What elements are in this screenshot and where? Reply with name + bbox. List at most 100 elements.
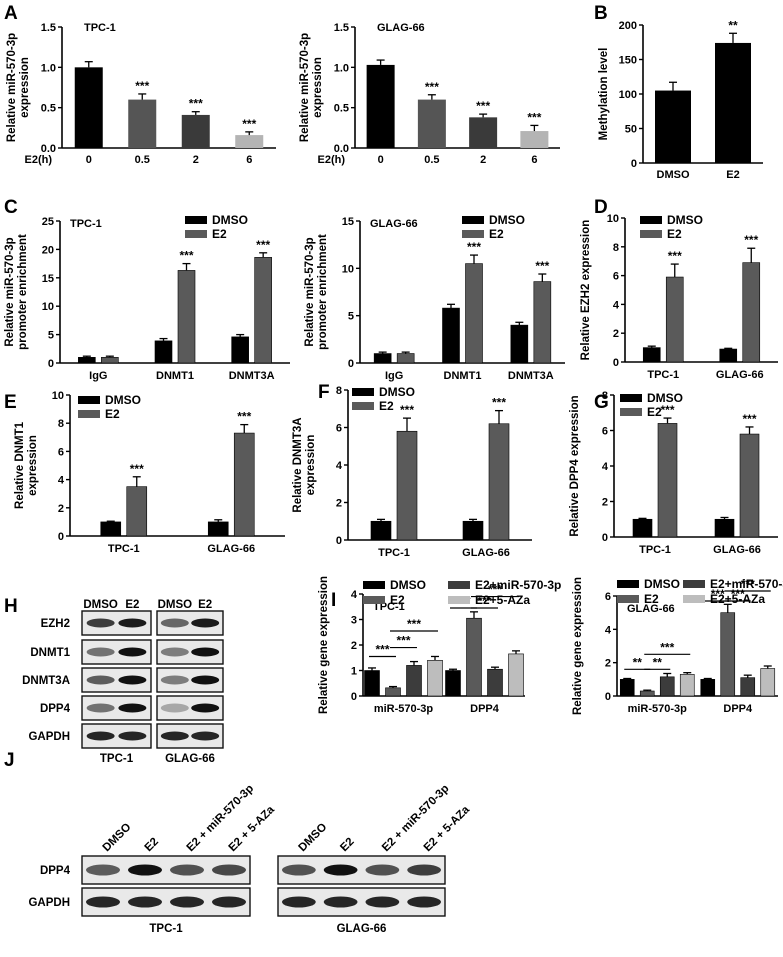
chart-A1-bar — [74, 67, 103, 148]
chart-B-y-tick-label: 50 — [625, 124, 637, 136]
chart-I1-x-tick-label: DPP4 — [470, 703, 500, 715]
chart-F-legend-label: DMSO — [379, 385, 415, 399]
chart-I2-legend-label: DMSO — [644, 577, 680, 591]
chart-D-legend-swatch — [640, 230, 662, 238]
chart-A1-sig-label: *** — [189, 97, 203, 111]
western-H-band — [160, 731, 189, 741]
chart-C2-y-tick-label: 10 — [342, 263, 354, 275]
chart-C1-y-tick-label: 20 — [42, 244, 54, 256]
western-J-band — [407, 896, 441, 908]
western-H-cell-label: GLAG-66 — [165, 753, 215, 765]
western-H-band — [191, 703, 220, 713]
chart-D-legend-swatch — [640, 216, 662, 224]
chart-G-bars: *** TPC-1 *** GLAG-66 — [632, 403, 761, 556]
chart-C1-y-axis-label: promoter enrichment — [17, 234, 29, 350]
chart-B-y-tick-label: 150 — [619, 55, 637, 67]
western-J-band — [86, 864, 120, 876]
chart-I2-x-tick-label: miR-570-3p — [628, 703, 688, 715]
panel-letter-D: D — [594, 197, 608, 218]
chart-G-legend-swatch — [620, 394, 642, 402]
western-H-band — [160, 647, 189, 657]
chart-C2-x-tick-label: DNMT1 — [444, 370, 482, 382]
chart-F-legend-swatch — [352, 402, 374, 410]
western-H-band — [160, 675, 189, 685]
chart-B-x-tick-label: DMSO — [657, 169, 690, 181]
western-J-band — [212, 864, 246, 876]
chart-C1-y-axis-label: Relative miR-570-3p — [4, 237, 16, 346]
western-J-band — [128, 896, 162, 908]
chart-I1-bar — [466, 617, 482, 697]
chart-A1-y-tick-label: 1.5 — [41, 22, 56, 34]
chart-C1-y-tick-label: 10 — [42, 301, 54, 313]
chart-I1-bar — [385, 687, 401, 697]
chart-I1-legend-swatch — [363, 581, 385, 589]
chart-B-y-tick-label: 100 — [619, 89, 637, 101]
chart-C1-bar — [254, 257, 272, 364]
chart-A1-bar — [128, 99, 157, 148]
chart-D-y-tick-label: 4 — [613, 299, 620, 311]
chart-B-y-tick-label: 200 — [619, 20, 637, 32]
chart-I2-legend-swatch — [683, 580, 705, 588]
western-J-band — [212, 896, 246, 908]
chart-B-axes: 0 50 100 150 200 Methylation level — [598, 20, 763, 170]
chart-C1-legend-label: DMSO — [212, 213, 248, 227]
western-H-column-label: DMSO — [83, 599, 118, 611]
chart-C1-bar — [154, 340, 173, 364]
chart-I1-legend-label: E2+miR-570-3p — [475, 578, 561, 592]
chart-F-bar — [488, 423, 510, 541]
chart-A2-x-tick-label: 0.5 — [424, 154, 439, 166]
chart-D-legend-label: DMSO — [667, 213, 703, 227]
chart-D-x-tick-label: GLAG-66 — [716, 369, 764, 381]
western-H-band — [160, 618, 189, 628]
chart-I1-y-tick-label: 1 — [351, 666, 357, 678]
chart-F-legend-swatch — [352, 388, 374, 396]
chart-G-legend-swatch — [620, 408, 642, 416]
chart-I2-sig-label: *** — [711, 587, 725, 601]
chart-C1-y-tick-label: 0 — [48, 358, 54, 370]
chart-I2-legend-label: E2 — [644, 592, 659, 606]
western-J-band — [128, 864, 162, 876]
chart-E-legend-label: DMSO — [105, 393, 141, 407]
chart-I1-legend-swatch — [448, 596, 470, 604]
western-J-band — [282, 864, 316, 876]
chart-C2-bar — [442, 307, 460, 364]
chart-C2-legend-label: E2 — [489, 227, 504, 241]
chart-C2-y-tick-label: 0 — [348, 358, 354, 370]
chart-A1-y-tick-label: 1.0 — [41, 62, 56, 74]
chart-C1-x-tick-label: DNMT3A — [229, 370, 275, 382]
chart-A2-sig-label: *** — [476, 99, 490, 113]
chart-C2-x-tick-label: IgG — [385, 370, 403, 382]
chart-C2-y-tick-label: 5 — [348, 311, 354, 323]
chart-I2-sig-label: ** — [653, 655, 663, 669]
panel-letter-G: G — [594, 392, 609, 413]
chart-C1-bar — [78, 357, 96, 364]
chart-A2-y-axis-label: expression — [312, 57, 324, 118]
panel-letter-C: C — [4, 197, 18, 218]
chart-F-y-tick-label: 6 — [336, 423, 342, 435]
chart-I1-bar — [508, 653, 524, 697]
chart-F-sig-label: *** — [492, 396, 506, 410]
chart-E-legend-swatch — [78, 396, 100, 404]
chart-C1-y-tick-label: 15 — [42, 273, 54, 285]
chart-C1-sig-label: *** — [179, 249, 193, 263]
chart-A2-y-tick-label: 0.5 — [334, 103, 349, 115]
chart-C2-x-tick-label: DNMT3A — [508, 370, 554, 382]
chart-D-bar — [642, 347, 661, 363]
chart-C2-bar — [510, 324, 529, 364]
chart-A1-title: TPC-1 — [84, 22, 116, 34]
chart-G-y-tick-label: 0 — [602, 532, 608, 544]
western-J-cell-label: TPC-1 — [149, 923, 183, 935]
chart-I1-legend-swatch — [448, 581, 470, 589]
chart-I2-y-axis-label: Relative gene expression — [572, 577, 584, 715]
panel-letter-E: E — [4, 392, 17, 413]
chart-B-bars: DMSO ** E2 — [655, 18, 751, 181]
chart-I1-legend-label: E2 — [390, 593, 405, 607]
chart-B-bar — [655, 90, 691, 163]
chart-C1-bar — [101, 357, 119, 364]
chart-F-x-tick-label: GLAG-66 — [462, 547, 510, 559]
